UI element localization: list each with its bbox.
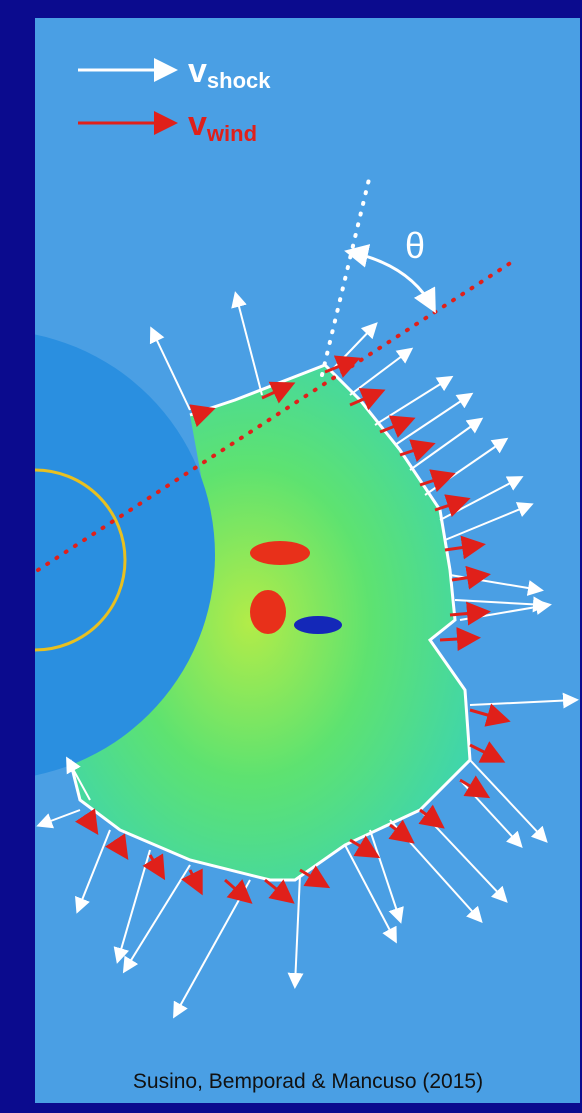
- bright-blob: [250, 541, 310, 565]
- dark-blob: [294, 616, 342, 634]
- figure: vshock vwind θ Susino, Bemporad & Mancus…: [0, 0, 582, 1113]
- wind-vector: [440, 638, 475, 640]
- bright-blob: [250, 590, 286, 634]
- credit: Susino, Bemporad & Mancuso (2015): [133, 1070, 483, 1093]
- image: [0, 18, 580, 1103]
- page: vshock vwind θ Susino, Bemporad & Mancus…: [0, 0, 582, 1113]
- angle-label: θ: [405, 225, 425, 266]
